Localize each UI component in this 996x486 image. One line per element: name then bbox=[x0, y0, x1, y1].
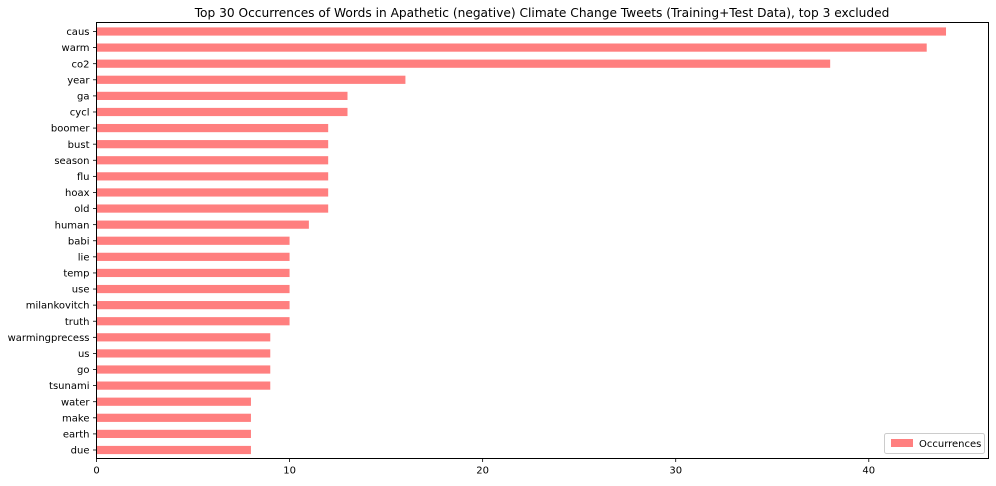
y-tick-label: milankovitch bbox=[26, 301, 90, 312]
legend-swatch bbox=[891, 439, 913, 447]
bar-go bbox=[96, 365, 271, 374]
bar-warmingprecess bbox=[96, 333, 271, 342]
y-tick-label: flu bbox=[77, 172, 90, 183]
y-tick-label: make bbox=[62, 413, 89, 424]
plot-frame bbox=[96, 22, 989, 459]
bar-old bbox=[96, 204, 329, 213]
legend: Occurrences bbox=[884, 433, 985, 454]
y-tick-label: caus bbox=[66, 27, 89, 38]
y-tick-label: bust bbox=[68, 140, 90, 151]
y-tick-label: boomer bbox=[51, 124, 90, 135]
x-tick-label: 0 bbox=[93, 466, 99, 477]
bar-hoax bbox=[96, 188, 329, 197]
bar-boomer bbox=[96, 123, 329, 133]
legend-label: Occurrences bbox=[919, 439, 981, 450]
y-axis-ticks: caus warm co2 year ga cycl boomer bust season flu… bbox=[8, 27, 97, 457]
chart-title: Top 30 Occurrences of Words in Apathetic… bbox=[194, 6, 890, 20]
bar-use bbox=[96, 284, 290, 294]
x-tick-label: 30 bbox=[669, 466, 682, 477]
y-tick-label: hoax bbox=[65, 188, 90, 199]
bar-truth bbox=[96, 317, 290, 326]
bar-tsunami bbox=[96, 381, 271, 390]
bar-water bbox=[96, 397, 251, 406]
bar-due bbox=[96, 445, 251, 455]
bar-us bbox=[96, 349, 271, 358]
bar-caus bbox=[96, 27, 947, 36]
y-tick-label: due bbox=[71, 446, 90, 457]
y-tick-label: ga bbox=[77, 91, 89, 102]
y-tick-label: tsunami bbox=[49, 381, 89, 392]
y-tick-label: use bbox=[72, 285, 90, 296]
y-tick-label: year bbox=[67, 75, 90, 86]
y-tick-label: earth bbox=[63, 430, 90, 441]
bar-warm bbox=[96, 43, 927, 52]
y-tick-label: human bbox=[55, 220, 90, 231]
bar-co2 bbox=[96, 59, 831, 68]
y-tick-label: water bbox=[61, 397, 90, 408]
y-tick-label: old bbox=[74, 204, 89, 215]
bars-group bbox=[96, 27, 947, 455]
bar-flu bbox=[96, 172, 329, 181]
bar-human bbox=[96, 220, 309, 229]
y-tick-label: warmingprecess bbox=[8, 333, 90, 344]
bar-milankovitch bbox=[96, 301, 290, 310]
x-axis-ticks: 0 10 20 30 40 bbox=[93, 458, 875, 477]
bar-year bbox=[96, 75, 406, 84]
bar-season bbox=[96, 156, 329, 165]
bar-make bbox=[96, 413, 251, 422]
y-tick-label: temp bbox=[63, 269, 89, 280]
x-tick-label: 40 bbox=[862, 466, 875, 477]
bar-bust bbox=[96, 140, 329, 149]
bar-lie bbox=[96, 252, 290, 261]
bar-temp bbox=[96, 268, 290, 278]
y-tick-label: co2 bbox=[72, 59, 90, 70]
y-tick-label: us bbox=[78, 349, 90, 360]
y-tick-label: truth bbox=[65, 317, 90, 328]
y-tick-label: season bbox=[54, 156, 89, 167]
bar-babi bbox=[96, 236, 290, 245]
bar-ga bbox=[96, 91, 348, 100]
bar-cycl bbox=[96, 107, 348, 117]
y-tick-label: lie bbox=[78, 252, 90, 263]
x-tick-label: 20 bbox=[476, 466, 489, 477]
legend-box bbox=[884, 433, 985, 454]
y-tick-label: warm bbox=[62, 43, 90, 54]
y-tick-label: go bbox=[77, 365, 89, 376]
y-tick-label: cycl bbox=[70, 108, 90, 119]
y-tick-label: babi bbox=[68, 236, 90, 247]
bar-earth bbox=[96, 429, 251, 439]
x-tick-label: 10 bbox=[283, 466, 296, 477]
